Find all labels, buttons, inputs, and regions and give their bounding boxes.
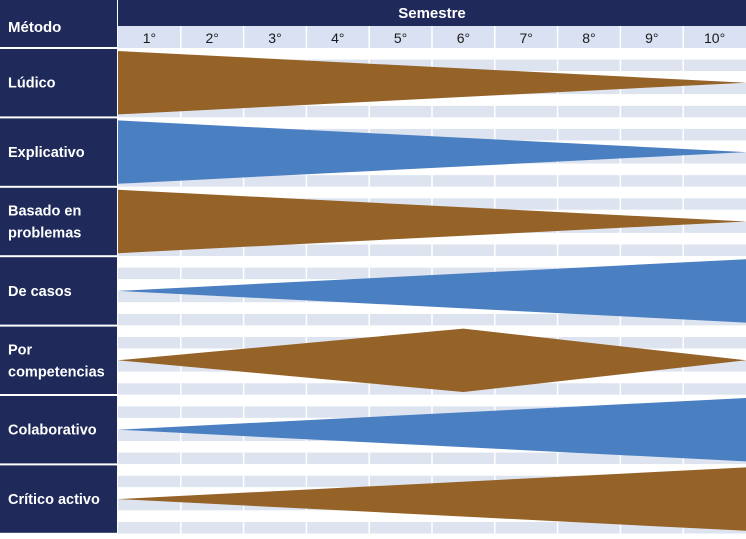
method-label-2-line-1: Explicativo	[8, 145, 85, 161]
semester-label-5: 5°	[394, 30, 407, 46]
method-label-cell-5	[0, 327, 117, 394]
method-label-7-line-1: Crítico activo	[8, 492, 100, 508]
method-label-4-line-1: De casos	[8, 284, 72, 300]
method-label-3-line-1: Basado en	[8, 204, 81, 220]
method-header-label: Método	[8, 19, 61, 36]
semester-label-6: 6°	[457, 30, 470, 46]
semester-header-label: Semestre	[398, 5, 466, 22]
semester-label-8: 8°	[582, 30, 595, 46]
method-labels: Lúdico Explicativo Basado en problemas De ca…	[0, 49, 117, 533]
semester-label-3: 3°	[268, 30, 281, 46]
method-label-6-line-1: Colaborativo	[8, 423, 97, 439]
method-label-1-line-1: Lúdico	[8, 76, 56, 92]
semester-label-4: 4°	[331, 30, 344, 46]
method-label-5-line-1: Por	[8, 342, 33, 358]
semester-label-9: 9°	[645, 30, 658, 46]
semester-label-2: 2°	[206, 30, 219, 46]
semester-label-10: 10°	[704, 30, 725, 46]
semester-label-1: 1°	[143, 30, 156, 46]
method-label-cell-3	[0, 188, 117, 255]
method-label-5-line-2: competencias	[8, 364, 105, 380]
semester-label-7: 7°	[520, 30, 533, 46]
method-label-3-line-2: problemas	[8, 226, 81, 242]
